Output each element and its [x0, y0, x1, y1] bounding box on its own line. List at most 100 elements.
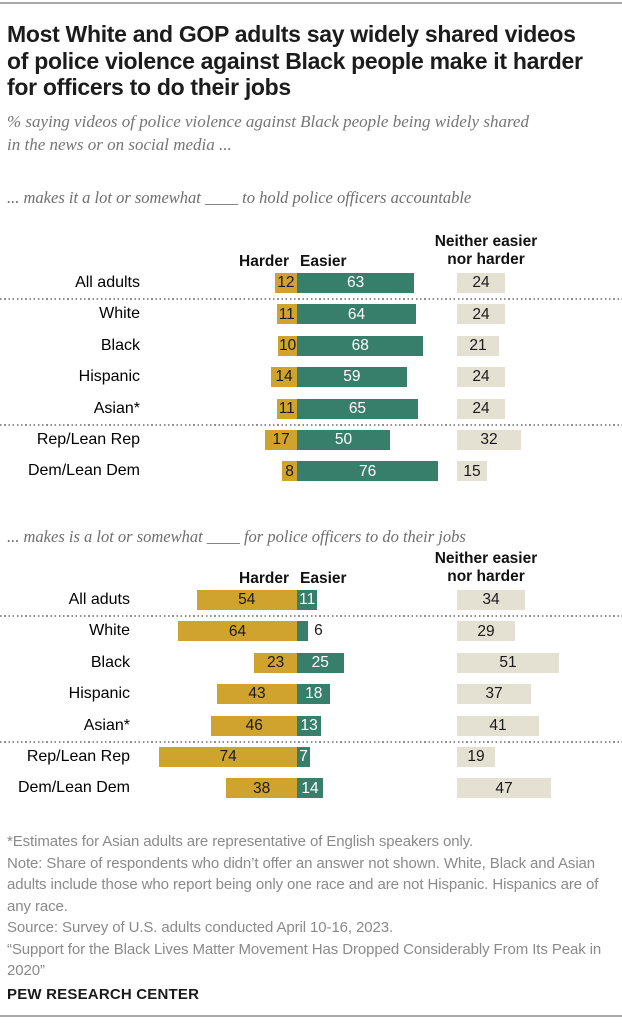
bar-value: 14	[301, 779, 319, 797]
bar-value: 11	[299, 591, 316, 609]
harder-bar: 38	[226, 778, 297, 799]
bar-value: 64	[347, 305, 366, 323]
harder-bar: 12	[274, 273, 297, 293]
easier-bar: 13	[297, 715, 322, 736]
group-separator	[0, 423, 622, 426]
category-label: Hispanic	[78, 368, 140, 386]
category-label: Black	[90, 653, 130, 671]
neither-bar: 34	[457, 590, 525, 610]
easier-bar: 65	[297, 398, 418, 419]
bar-value: 46	[245, 716, 263, 734]
neither-bar: 24	[457, 304, 505, 325]
bar-value: 43	[248, 685, 266, 703]
easier-column-header: Easier	[300, 570, 347, 587]
neither-bar: 24	[457, 367, 505, 388]
category-label: All adults	[75, 274, 140, 291]
bar-value: 24	[472, 368, 490, 386]
easier-bar: 76	[297, 461, 439, 482]
category-label: Rep/Lean Rep	[26, 748, 130, 765]
neither-bar: 51	[457, 652, 559, 673]
category-label: Dem/Lean Dem	[27, 462, 140, 480]
bar-value: 29	[477, 622, 495, 640]
easier-bar: 25	[297, 652, 344, 673]
category-label: Rep/Lean Rep	[36, 431, 140, 448]
bar-value: 18	[305, 685, 323, 703]
harder-bar: 64	[177, 621, 297, 642]
bar-value: 74	[219, 748, 237, 766]
bar-value: 50	[334, 431, 353, 449]
bar-value: 38	[253, 779, 271, 797]
bar-value: 23	[266, 654, 285, 672]
bar-value: 14	[275, 368, 293, 386]
bar-value: 64	[228, 622, 247, 640]
neither-bar: 41	[457, 715, 539, 736]
easier-bar: 50	[297, 430, 390, 450]
asterisk-note: *Estimates for Asian adults are represen…	[7, 833, 474, 850]
bottom-rule	[0, 1015, 622, 1017]
neither-bar: 32	[457, 430, 521, 450]
neither-column-header: Neither easier nor harder	[434, 233, 538, 268]
group-separator	[0, 615, 622, 617]
page-subtitle: % saying videos of police violence again…	[7, 112, 529, 154]
group-separator	[0, 298, 622, 300]
neither-bar: 15	[457, 461, 487, 482]
bar-value: 34	[482, 591, 500, 609]
harder-bar: 11	[276, 398, 297, 419]
neither-bar: 47	[457, 778, 551, 799]
category-label: Black	[100, 336, 140, 354]
easier-bar: 63	[297, 273, 415, 293]
chart-1-title: ... makes it a lot or somewhat ____ to h…	[7, 188, 472, 207]
category-label: All aduts	[68, 591, 130, 608]
bar-value: 65	[348, 399, 367, 417]
bar-value: 13	[300, 716, 318, 734]
bar-value: 63	[346, 274, 365, 292]
bar-value: 37	[485, 685, 503, 703]
neither-bar: 24	[457, 273, 505, 293]
harder-bar: 14	[270, 367, 297, 388]
bar-value: 10	[279, 337, 297, 355]
neither-column-header: Neither easier nor harder	[434, 550, 538, 585]
category-label: Asian*	[83, 716, 130, 734]
category-label: White	[99, 305, 140, 323]
bar-value: 19	[467, 748, 485, 766]
bar-value: 17	[272, 431, 290, 449]
bar-value: 54	[238, 591, 256, 609]
category-label: White	[89, 622, 130, 640]
neither-bar: 19	[457, 747, 495, 767]
harder-bar: 10	[278, 335, 297, 356]
easier-bar: 14	[297, 778, 324, 799]
easier-bar: 59	[297, 367, 407, 388]
page-title: Most White and GOP adults say widely sha…	[7, 21, 583, 100]
harder-bar: 11	[276, 304, 297, 325]
bar-value: 24	[472, 305, 490, 323]
report-title-note: “Support for the Black Lives Matter Move…	[7, 940, 602, 980]
neither-bar: 29	[457, 621, 515, 642]
bar-value: 7	[299, 748, 308, 766]
bar-value: 68	[351, 337, 369, 355]
category-label: Dem/Lean Dem	[17, 779, 130, 797]
neither-bar: 21	[457, 335, 499, 356]
bar-value: 32	[480, 431, 498, 449]
bar-value: 11	[278, 305, 295, 323]
bar-value: 15	[463, 462, 481, 480]
top-rule	[0, 2, 622, 4]
bar-value: 25	[311, 654, 329, 672]
bar-value: 76	[359, 462, 377, 480]
bar-value: 24	[472, 274, 490, 292]
bar-value: 8	[285, 462, 294, 480]
bar-value: 59	[343, 368, 361, 386]
chart-2-title: ... makes is a lot or somewhat ____ for …	[7, 527, 466, 546]
easier-bar: 18	[297, 684, 331, 705]
category-label: Asian*	[93, 399, 140, 417]
harder-bar: 23	[254, 652, 297, 673]
harder-bar: 17	[265, 430, 297, 450]
harder-column-header: Harder	[239, 253, 289, 270]
easier-column-header: Easier	[300, 253, 347, 270]
bar-value: 41	[489, 716, 507, 734]
harder-bar: 43	[217, 684, 297, 705]
group-separator	[0, 740, 622, 743]
harder-bar: 46	[211, 715, 297, 736]
easier-bar	[297, 621, 309, 642]
easier-bar: 11	[297, 590, 318, 610]
